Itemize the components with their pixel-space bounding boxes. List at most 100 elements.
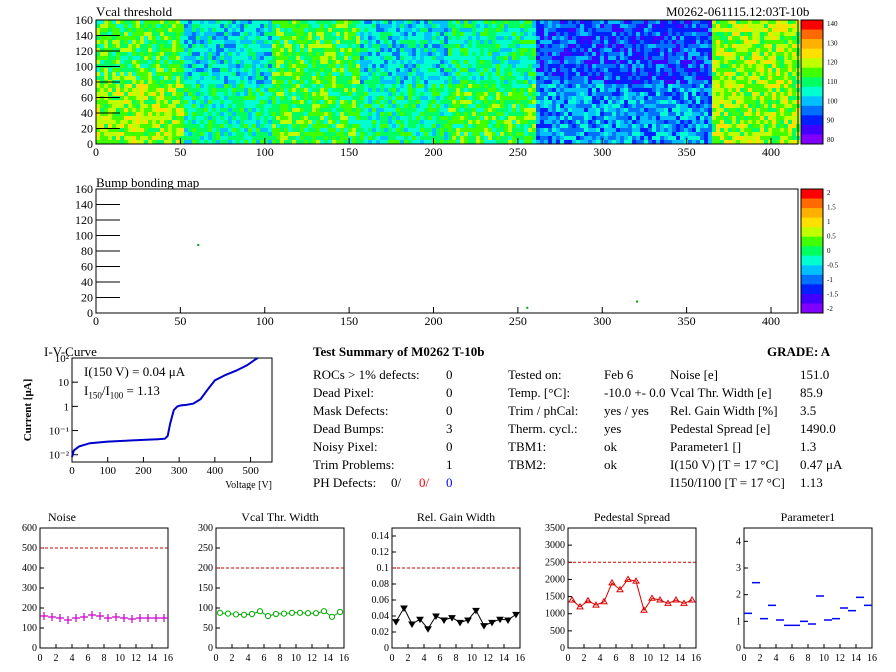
parameter1-x-tick-label: 12 [835, 653, 845, 664]
summary-left-5-value: 1 [446, 457, 453, 472]
vcal-width-y-tick-label: 300 [198, 523, 213, 534]
vcal-scale-label: 120 [827, 59, 838, 67]
gain-width-series-line [395, 606, 517, 630]
gain-width-x-tick-label: 16 [515, 653, 525, 664]
summary-mid-4-value: ok [604, 439, 617, 454]
bump-scale-label: 2 [827, 189, 831, 197]
gain-width-y-tick-label: 0.02 [372, 627, 390, 638]
gain-width-plot-frame [391, 527, 521, 649]
bump-plot-frame [95, 188, 799, 314]
summary-left-4-value: 0 [446, 439, 453, 454]
pedestal-data-point [672, 596, 680, 603]
module-id-label: M0262-061115.12:03T-10b [666, 4, 810, 19]
vcal-x-tick-label: 50 [174, 145, 186, 159]
gain-width-x-tick-label: 8 [454, 653, 459, 664]
pedestal-series-line [571, 578, 693, 612]
bump-color-scale [800, 188, 824, 314]
iv-y-tick-label: 10 [58, 377, 70, 389]
vcal-x-tick-label: 150 [340, 145, 358, 159]
summary-right-4-value: 1.3 [800, 439, 817, 454]
noise-y-tick-label: 0 [32, 643, 37, 654]
noise-data-point [80, 613, 88, 621]
summary-right-5-value: 0.47 μA [800, 457, 843, 472]
bump-scale-label: 1.5 [827, 204, 836, 212]
pedestal-data-point [664, 599, 672, 606]
pedestal-data-point [600, 597, 608, 605]
summary-mid-4-label: TBM1: [508, 439, 547, 454]
gain-width-y-tick-label: 0.08 [372, 579, 390, 590]
vcal-width-y-tick-label: 100 [198, 603, 213, 614]
ph-defects-label: PH Defects: [313, 475, 377, 490]
iv-y-tick-label: 10⁻² [49, 450, 70, 462]
vcal-width-x-tick-label: 4 [246, 653, 251, 664]
gain-width-data-point [464, 617, 472, 624]
vcal-y-tick-label: 140 [75, 29, 93, 43]
bump-y-tick-label: 80 [81, 244, 93, 258]
pedestal-x-tick-label: 16 [691, 653, 701, 664]
iv-x-tick-label: 0 [69, 465, 75, 477]
summary-mid-1-value: -10.0 +- 0.0 [604, 385, 666, 400]
vcal-y-tick-label: 60 [81, 91, 93, 105]
summary-right-0-value: 151.0 [800, 367, 830, 382]
noise-chart-title: Noise [48, 510, 76, 524]
pedestal-data-point [624, 575, 632, 582]
summary-right-5-label: I(150 V) [T = 17 °C] [670, 457, 779, 472]
gain-width-x-tick-label: 10 [467, 653, 477, 664]
gain-width-data-point [392, 619, 400, 626]
summary-left-4-label: Noisy Pixel: [313, 439, 378, 454]
summary-mid-3-value: yes [604, 421, 622, 436]
bump-y-tick-label: 160 [75, 183, 93, 196]
summary-right-3-value: 1490.0 [800, 421, 836, 436]
gain-width-data-point [512, 611, 520, 619]
vcal-width-data-point [256, 608, 264, 615]
vcal-y-tick-label: 20 [81, 122, 93, 136]
summary-left-1-label: Dead Pixel: [313, 385, 375, 400]
pedestal-x-tick-label: 8 [630, 653, 635, 664]
vcal-x-tick-label: 400 [762, 145, 780, 159]
pedestal-x-tick-label: 2 [582, 653, 587, 664]
noise-y-tick-label: 100 [22, 623, 37, 634]
noise-y-tick-label: 300 [22, 583, 37, 594]
summary-right-0-label: Noise [e] [670, 367, 719, 382]
vcal-width-x-tick-label: 6 [262, 653, 267, 664]
gain-width-y-tick-label: 0.06 [372, 595, 390, 606]
gain-width-y-tick-label: 0.1 [377, 563, 390, 574]
parameter1-y-tick-label: 0 [736, 643, 741, 654]
vcal-threshold-map: 0 50 100 150 200 250 300 350 4000204060801001201… [75, 14, 838, 159]
vcal-width-data-point [248, 610, 256, 618]
vcal-x-tick-label: 350 [678, 145, 696, 159]
pedestal-y-tick-label: 500 [550, 626, 565, 637]
summary-left-5-label: Trim Problems: [313, 457, 395, 472]
iv-annotation-current: I(150 V) = 0.04 μA [84, 364, 186, 379]
summary-left-0-label: ROCs > 1% defects: [313, 367, 420, 382]
parameter1-x-tick-label: 6 [790, 653, 795, 664]
grade-label: GRADE: A [767, 344, 831, 359]
vcal-width-y-tick-label: 250 [198, 543, 213, 554]
bump-scale-label: 0 [827, 247, 831, 255]
gain-width-data-point [416, 616, 424, 624]
noise-plot-frame [39, 527, 169, 649]
dead-bump-dot [197, 244, 200, 247]
summary-mid-3-label: Therm. cycl.: [508, 421, 578, 436]
noise-y-tick-label: 400 [22, 563, 37, 574]
vcal-scale-label: 130 [827, 39, 838, 47]
noise-data-point [56, 614, 64, 622]
vcal-scale-label: 100 [827, 97, 838, 105]
gain-width-x-tick-label: 6 [438, 653, 443, 664]
vcal-y-tick-label: 160 [75, 14, 93, 27]
gain-width-data-point [456, 619, 464, 627]
parameter1-x-tick-label: 4 [774, 653, 779, 664]
pedestal-data-point [688, 596, 696, 603]
pedestal-x-tick-label: 6 [614, 653, 619, 664]
bump-y-tick-label: 40 [81, 275, 93, 289]
bump-scale-label: -0.5 [827, 262, 839, 270]
bump-y-tick-label: 100 [75, 229, 93, 243]
vcal-width-data-point [280, 610, 288, 617]
parameter1-y-tick-label: 1 [736, 616, 741, 627]
pedestal-x-tick-label: 12 [659, 653, 669, 664]
noise-data-point [72, 614, 80, 622]
bump-y-tick-label: 120 [75, 213, 93, 227]
summary-mid-2-value: yes / yes [604, 403, 649, 418]
pedestal-data-point [632, 577, 640, 584]
gain-width-data-point [504, 617, 512, 624]
